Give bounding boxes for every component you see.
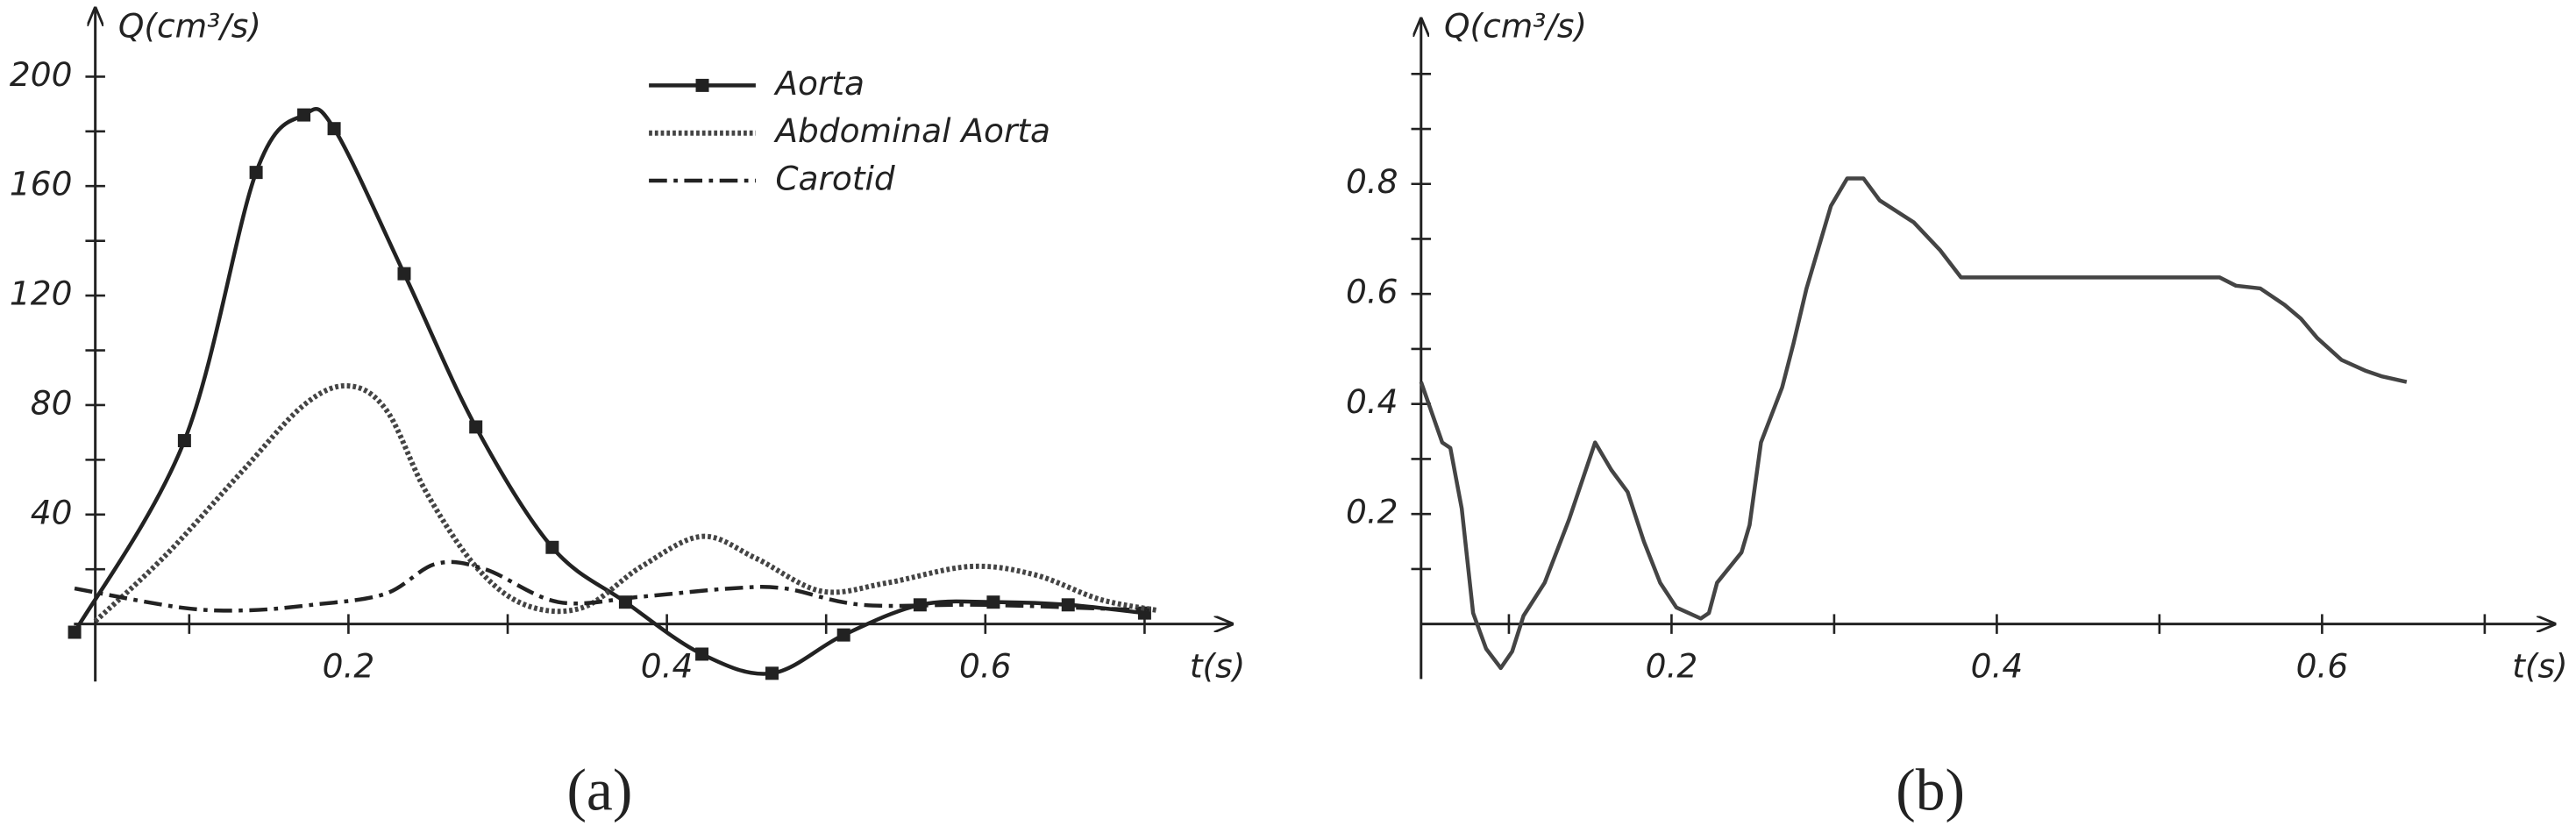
y-tick-label: 200 bbox=[10, 55, 73, 94]
y-tick-label: 40 bbox=[31, 493, 73, 531]
y-tick-label: 0.4 bbox=[1346, 382, 1398, 421]
point-marker bbox=[836, 628, 850, 642]
y-tick-label: 120 bbox=[10, 274, 73, 313]
y-axis-label: Q(cm³/s) bbox=[118, 6, 261, 45]
point-marker bbox=[545, 540, 559, 554]
y-tick-label: 0.2 bbox=[1346, 493, 1398, 531]
x-tick-label: 0.6 bbox=[959, 647, 1012, 686]
caption: (b) bbox=[1896, 758, 1965, 823]
x-tick-label: 0.4 bbox=[641, 647, 694, 686]
y-axis-label: Q(cm³/s) bbox=[1444, 6, 1587, 45]
y-tick-label: 0.6 bbox=[1346, 273, 1398, 311]
x-tick-label: 0.2 bbox=[323, 647, 375, 686]
y-tick-label: 80 bbox=[31, 383, 73, 422]
x-tick-label: 0.2 bbox=[1646, 647, 1698, 686]
series-line bbox=[93, 383, 1158, 623]
caption: (a) bbox=[566, 758, 632, 823]
legend-label: Abdominal Aorta bbox=[773, 111, 1050, 150]
legend-label: Carotid bbox=[775, 160, 895, 198]
point-marker bbox=[397, 267, 411, 281]
point-marker bbox=[68, 625, 82, 639]
point-marker bbox=[249, 166, 263, 180]
point-marker bbox=[297, 108, 311, 122]
x-tick-label: 0.4 bbox=[1971, 647, 2024, 686]
point-marker bbox=[913, 598, 927, 612]
point-marker bbox=[1061, 598, 1075, 612]
point-marker bbox=[695, 647, 709, 661]
x-tick-label: 0.6 bbox=[2296, 647, 2349, 686]
point-marker bbox=[327, 122, 341, 136]
series-line bbox=[73, 107, 1145, 676]
point-marker bbox=[177, 434, 191, 448]
series-line bbox=[74, 559, 1149, 613]
legend-label: Aorta bbox=[773, 64, 865, 103]
x-axis-label: t(s) bbox=[1190, 647, 1245, 686]
y-tick-label: 0.8 bbox=[1346, 162, 1398, 201]
x-axis-label: t(s) bbox=[2512, 647, 2567, 686]
series-line bbox=[1419, 176, 2408, 671]
y-tick-label: 160 bbox=[10, 165, 73, 203]
legend-marker bbox=[695, 78, 709, 92]
point-marker bbox=[469, 420, 483, 434]
point-marker bbox=[765, 666, 779, 680]
